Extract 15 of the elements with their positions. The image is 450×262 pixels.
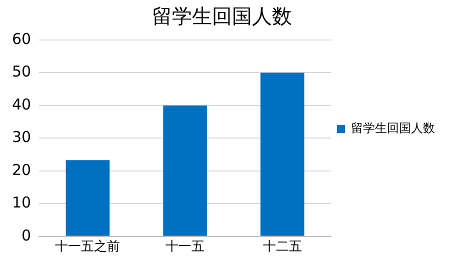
y-tick-label: 10 — [12, 194, 32, 212]
y-tick-label: 0 — [22, 226, 32, 244]
bar — [163, 105, 207, 236]
legend-label: 留学生回国人数 — [351, 121, 435, 136]
y-tick-label: 60 — [12, 30, 32, 48]
y-tick-label: 20 — [12, 160, 32, 179]
x-tick-label: 十一五 — [166, 240, 205, 255]
y-tick-label: 40 — [12, 95, 32, 114]
y-tick-label: 50 — [12, 62, 32, 81]
chart-title: 留学生回国人数 — [152, 4, 292, 28]
x-tick-label: 十二五 — [262, 240, 302, 255]
bar — [260, 72, 304, 236]
x-tick-label: 十一五之前 — [55, 240, 120, 255]
bar — [66, 160, 110, 236]
y-tick-label: 30 — [12, 128, 32, 146]
